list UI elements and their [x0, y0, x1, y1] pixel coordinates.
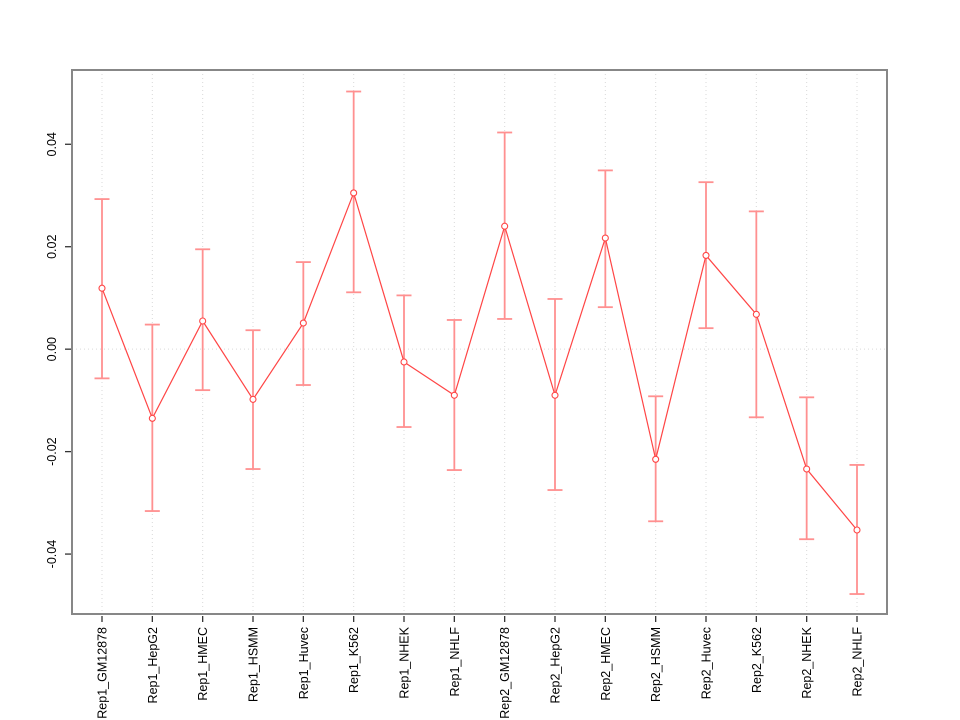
x-tick-label: Rep1_NHLF	[448, 627, 462, 697]
x-tick-label: Rep1_Huvec	[297, 627, 311, 699]
y-tick-label: 0.00	[45, 337, 59, 361]
x-tick-label: Rep2_HMEC	[599, 627, 613, 701]
x-tick-label: Rep1_HepG2	[146, 627, 160, 703]
x-tick-label: Rep2_NHEK	[800, 626, 814, 698]
data-point-marker	[148, 414, 156, 422]
y-tick-label: -0.02	[45, 437, 59, 466]
x-tick-label: Rep2_HepG2	[549, 627, 563, 703]
x-tick-label: Rep2_NHLF	[851, 627, 865, 697]
x-tick-label: Rep1_NHEK	[398, 626, 412, 698]
data-point-marker	[199, 317, 207, 325]
x-tick-label: Rep2_Huvec	[700, 627, 714, 699]
x-tick-label: Rep1_GM12878	[96, 627, 110, 719]
y-tick-label: 0.04	[45, 132, 59, 156]
x-tick-label: Rep2_K562	[750, 627, 764, 693]
data-point-marker	[752, 310, 760, 318]
x-tick-label: Rep1_HMEC	[196, 627, 210, 701]
data-point-marker	[450, 391, 458, 399]
series-line	[101, 191, 858, 531]
data-point-marker	[702, 251, 710, 259]
x-tick-label: Rep1_HSMM	[247, 627, 261, 702]
data-point-marker	[350, 189, 358, 197]
data-point-marker	[299, 319, 307, 327]
data-point-marker	[601, 234, 609, 242]
data-point-marker	[249, 395, 257, 403]
data-point-marker	[501, 222, 509, 230]
y-tick-label: -0.04	[45, 540, 59, 569]
x-tick-label: Rep1_K562	[347, 627, 361, 693]
y-tick-label: 0.02	[45, 235, 59, 259]
x-tick-label: Rep2_GM12878	[498, 627, 512, 719]
plot-box-border	[71, 69, 888, 615]
x-tick-label: Rep2_HSMM	[649, 627, 663, 702]
data-point-marker	[551, 391, 559, 399]
data-point-marker	[98, 284, 106, 292]
data-point-marker	[652, 455, 660, 463]
data-point-marker	[400, 358, 408, 366]
data-point-marker	[853, 526, 861, 534]
data-point-marker	[803, 465, 811, 473]
